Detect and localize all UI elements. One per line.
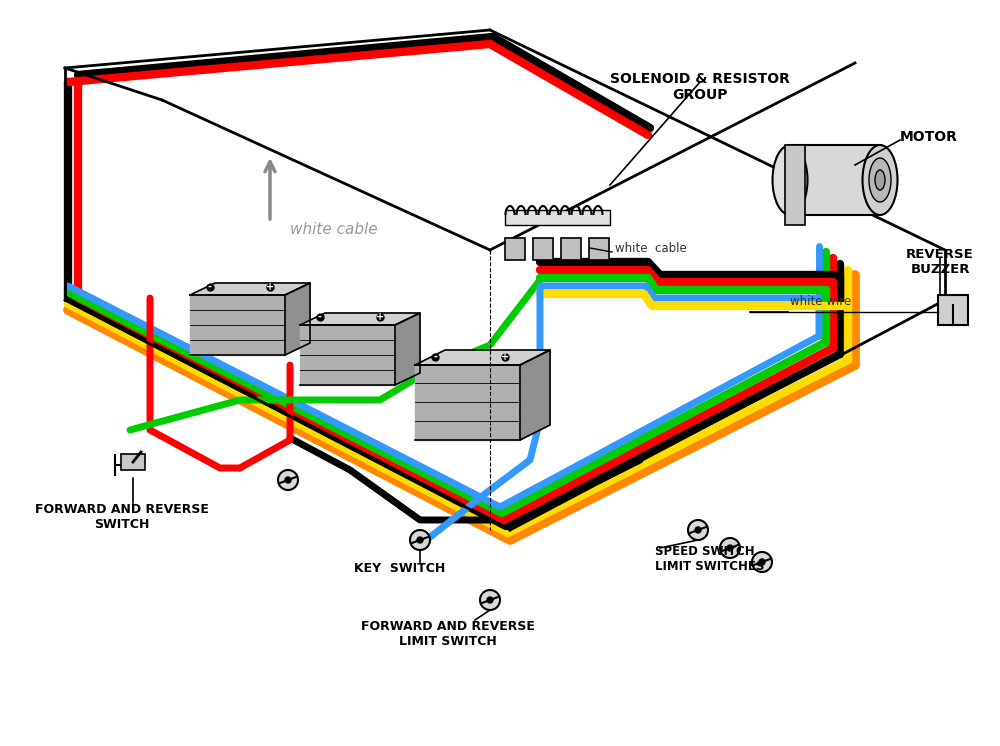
Text: REVERSE
BUZZER: REVERSE BUZZER (906, 248, 974, 276)
Text: SOLENOID & RESISTOR
GROUP: SOLENOID & RESISTOR GROUP (610, 72, 790, 102)
Circle shape (417, 537, 423, 543)
Circle shape (410, 530, 430, 550)
Polygon shape (190, 295, 285, 355)
Text: KEY  SWITCH: KEY SWITCH (354, 562, 446, 575)
Bar (505, 210, 610, 225)
Ellipse shape (875, 170, 885, 190)
Circle shape (752, 552, 772, 572)
Circle shape (688, 520, 708, 540)
Circle shape (727, 545, 733, 551)
Bar (938, 295, 968, 325)
Circle shape (695, 527, 701, 533)
Text: FORWARD AND REVERSE
SWITCH: FORWARD AND REVERSE SWITCH (35, 503, 209, 531)
Text: -: - (318, 312, 322, 322)
Polygon shape (190, 283, 310, 295)
Ellipse shape (869, 158, 891, 202)
Circle shape (487, 597, 493, 603)
Polygon shape (520, 350, 550, 440)
Circle shape (285, 477, 291, 483)
Text: +: + (501, 352, 509, 362)
Bar (121, 454, 145, 470)
Text: -: - (433, 352, 437, 362)
Circle shape (278, 470, 298, 490)
Bar (785, 145, 805, 225)
Text: +: + (376, 312, 384, 322)
Text: -: - (208, 282, 212, 292)
Text: white wire: white wire (790, 295, 851, 308)
Polygon shape (300, 313, 420, 325)
Text: FORWARD AND REVERSE
LIMIT SWITCH: FORWARD AND REVERSE LIMIT SWITCH (361, 620, 535, 648)
Text: white  cable: white cable (615, 242, 687, 255)
Circle shape (759, 559, 765, 565)
Ellipse shape (862, 145, 898, 215)
Bar (589, 238, 609, 260)
Polygon shape (415, 365, 520, 440)
Ellipse shape (772, 145, 808, 215)
Bar (561, 238, 581, 260)
Text: SPEED SWITCH
LIMIT SWITCHES: SPEED SWITCH LIMIT SWITCHES (655, 545, 764, 573)
Polygon shape (395, 313, 420, 385)
Bar (505, 238, 525, 260)
Polygon shape (415, 350, 550, 365)
Text: +: + (266, 282, 274, 292)
Bar (533, 238, 553, 260)
Polygon shape (285, 283, 310, 355)
Text: white cable: white cable (290, 222, 378, 237)
Text: MOTOR: MOTOR (900, 130, 958, 144)
Bar (790, 145, 880, 215)
Circle shape (720, 538, 740, 558)
Circle shape (480, 590, 500, 610)
Polygon shape (300, 325, 395, 385)
